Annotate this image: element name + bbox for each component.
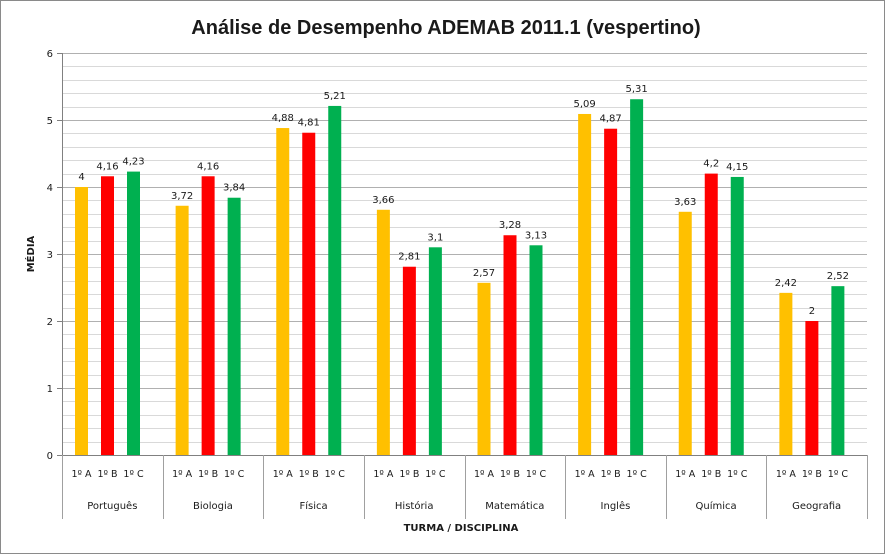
y-tick-label: 6 [47,49,53,60]
data-label: 4,23 [122,157,144,168]
category-label: Matemática [485,500,544,512]
axes [57,53,868,519]
category-label: História [395,500,434,512]
data-label: 3,1 [427,232,443,243]
class-label: 1º B [601,469,621,480]
bar [276,128,290,455]
data-label: 2,81 [398,252,420,263]
class-label: 1º C [325,469,346,480]
class-label: 1º B [399,469,419,480]
data-label: 5,21 [324,91,346,102]
bar [75,187,88,455]
class-label: 1º B [299,469,319,480]
bar [101,176,114,455]
class-label: 1º A [675,469,696,480]
bar [779,292,793,455]
class-label: 1º A [373,469,394,480]
category-label: Inglês [601,500,631,512]
data-label: 3,28 [499,220,521,231]
data-label: 3,72 [171,191,193,202]
data-label: 4 [78,172,84,183]
data-label: 4,16 [96,161,118,172]
bars [75,99,845,456]
class-label: 1º A [172,469,193,480]
data-label: 4,87 [599,114,621,125]
y-tick-label: 0 [47,451,53,462]
category-label: Português [87,500,137,512]
y-tick-label: 5 [47,116,53,127]
bar [328,105,342,456]
class-label: 1º B [198,469,218,480]
chart-title: Análise de Desempenho ADEMAB 2011.1 (ves… [191,17,700,39]
class-label: 1º C [526,469,547,480]
data-label: 4,15 [726,162,748,173]
x-labels: 1º A 1º B 1º C Português 1º A 1º B 1º C Biologi… [71,469,848,512]
bar [227,197,241,455]
data-label: 4,88 [272,113,294,124]
data-label: 2,52 [827,271,849,282]
data-label: 4,16 [197,161,219,172]
bar [302,132,316,456]
y-tick-label: 2 [47,317,53,328]
category-label: Química [695,500,736,512]
data-labels: 4 4,16 4,23 3,72 4,16 3,84 4,88 4,81 5,21 3,66 2,8… [78,84,849,317]
category-label: Física [299,500,327,512]
y-tick-label: 1 [47,384,53,395]
category-label: Geografia [792,501,841,512]
bar [175,205,189,455]
class-label: 1º C [123,469,144,480]
y-tick-labels: 0 1 2 3 4 5 6 [47,49,53,462]
data-label: 3,84 [223,183,245,194]
class-label: 1º C [627,469,648,480]
class-label: 1º B [701,469,721,480]
y-axis-title: MÉDIA [24,235,37,272]
bar [805,321,819,455]
class-label: 1º A [776,469,797,480]
class-label: 1º A [273,469,294,480]
bar [201,176,215,455]
bar [529,245,543,455]
class-label: 1º A [575,469,596,480]
data-label: 2,42 [775,278,797,289]
class-label: 1º C [224,469,245,480]
bar [678,211,692,455]
bar [704,173,718,455]
bar [578,113,592,455]
class-label: 1º B [97,469,117,480]
class-label: 1º C [727,469,748,480]
bar [503,235,517,455]
data-label: 4,81 [298,118,320,129]
class-label: 1º C [828,469,849,480]
bar [477,282,491,455]
x-axis-title: TURMA / DISCIPLINA [404,523,519,534]
class-label: 1º A [474,469,495,480]
class-label: 1º A [71,469,92,480]
data-label: 3,66 [372,195,394,206]
data-label: 5,31 [625,84,647,95]
bar [127,171,140,455]
data-label: 2 [809,306,815,317]
y-tick-label: 4 [47,183,53,194]
bar [428,247,442,455]
data-label: 5,09 [573,99,595,110]
data-label: 4,2 [703,159,719,170]
data-label: 3,13 [525,230,547,241]
bar [831,286,845,455]
bar [604,128,618,455]
y-tick-label: 3 [47,250,53,261]
class-label: 1º C [425,469,446,480]
bar [630,99,644,455]
bar [376,209,390,455]
bar [730,176,744,455]
category-label: Biologia [193,501,233,512]
data-label: 2,57 [473,268,495,279]
class-label: 1º B [500,469,520,480]
data-label: 3,63 [674,197,696,208]
class-label: 1º B [802,469,822,480]
bar [402,266,416,455]
